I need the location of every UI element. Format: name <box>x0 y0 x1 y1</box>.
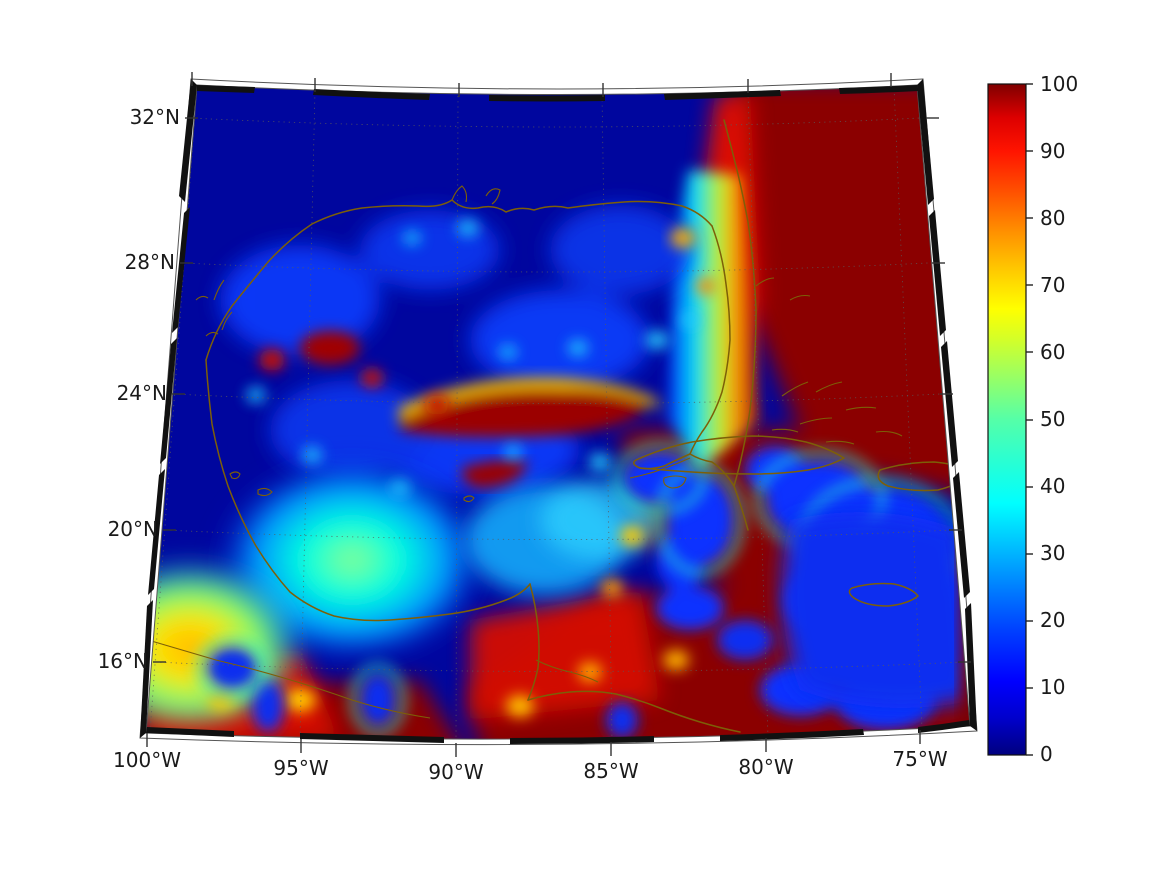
colorbar[interactable] <box>987 83 1033 756</box>
lon-tick-label-85W: 85°W <box>583 759 639 783</box>
graticule <box>149 85 965 740</box>
data-field <box>146 85 970 740</box>
coastlines <box>147 119 970 733</box>
lon-tick-label-75W: 75°W <box>892 747 948 771</box>
lat-tick-label-24N: 24°N <box>116 381 167 405</box>
colorbar-tick-label-70: 70 <box>1040 273 1066 297</box>
lat-tick-label-32N: 32°N <box>129 105 180 129</box>
colorbar-tick-label-100: 100 <box>1040 72 1079 96</box>
lon-tick-label-100W: 100°W <box>113 748 181 772</box>
lat-tick-label-20N: 20°N <box>107 517 158 541</box>
colorbar-tick-label-20: 20 <box>1040 608 1066 632</box>
lat-tick-label-28N: 28°N <box>124 250 175 274</box>
colorbar-tick-label-60: 60 <box>1040 340 1066 364</box>
colorbar-tick-label-50: 50 <box>1040 407 1066 431</box>
colorbar-tick-label-90: 90 <box>1040 139 1066 163</box>
lon-tick-label-80W: 80°W <box>738 755 794 779</box>
colorbar-tick-label-30: 30 <box>1040 541 1066 565</box>
lon-tick-label-95W: 95°W <box>273 756 329 780</box>
map-frame <box>139 72 978 757</box>
colorbar-tick-label-10: 10 <box>1040 675 1066 699</box>
lon-tick-label-90W: 90°W <box>428 760 484 784</box>
colorbar-tick-label-40: 40 <box>1040 474 1066 498</box>
colorbar-tick-label-0: 0 <box>1040 742 1053 766</box>
colorbar-tick-label-80: 80 <box>1040 206 1066 230</box>
lat-tick-label-16N: 16°N <box>97 649 148 673</box>
